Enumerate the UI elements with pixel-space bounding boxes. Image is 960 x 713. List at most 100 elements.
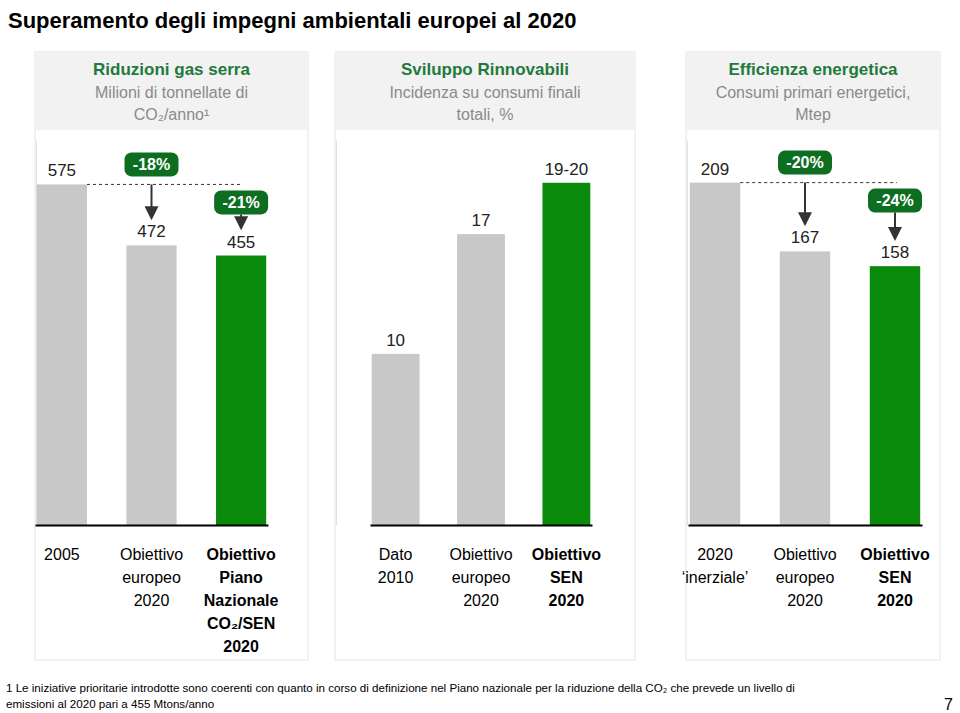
bars	[37, 184, 266, 525]
footnote-line: emissioni al 2020 pari a 455 Mtons/anno	[6, 697, 214, 710]
chart-subtitle-line: Mtep	[795, 106, 831, 123]
x-tick-label: Obiettivo SEN 2020	[860, 546, 930, 609]
x-tick-label: ObiettivoSEN2020	[532, 546, 602, 609]
x-tick-label: Obiettivoeuropeo2020	[773, 546, 836, 609]
x-tick-label-line: 2010	[378, 569, 414, 586]
y-axis	[336, 141, 337, 526]
x-axis-line	[36, 525, 269, 527]
chart-subtitle: Milioni di tonnellate di CO₂/anno¹	[95, 84, 248, 123]
x-tick-label-line: Obiettivo	[120, 546, 183, 563]
x-tick-label-line: 2020	[134, 592, 170, 609]
x-tick: ObiettivoSEN2020	[532, 525, 602, 609]
data-label: 19-20	[545, 160, 588, 179]
x-tick-label-line: Nazionale	[204, 592, 279, 609]
bar	[870, 266, 920, 525]
annotation-arrow	[240, 214, 242, 227]
panel-border	[35, 52, 308, 660]
x-tick: Obiettivo europeo 2020	[120, 525, 183, 609]
data-label: 158	[881, 243, 909, 262]
x-tick-label-line: Dato	[379, 546, 413, 563]
annotation-box	[868, 189, 922, 213]
x-axis-line	[371, 525, 593, 527]
panel-header	[35, 52, 308, 130]
bars	[372, 183, 591, 525]
y-axis-line	[336, 141, 337, 526]
chart-panel: Sviluppo RinnovabiliIncidenza su consumi…	[335, 52, 635, 660]
x-axis: 2020‘inerziale’Obiettivoeuropeo2020Obiet…	[682, 525, 930, 609]
x-tick: 2020‘inerziale’	[682, 525, 749, 586]
x-tick-label-line: CO₂/SEN	[207, 615, 275, 632]
x-tick-label-line: 2020	[223, 638, 259, 655]
x-tick-label: Obiettivo europeo 2020	[120, 546, 183, 609]
x-tick-label-line: Obiettivo	[206, 546, 276, 563]
x-tick: 2005	[44, 525, 80, 563]
y-axis	[687, 141, 688, 526]
x-tick-label-line: 2020	[463, 592, 499, 609]
annotation-box	[214, 190, 268, 214]
x-tick-label-line: Piano	[219, 569, 263, 586]
annotation-box	[125, 152, 179, 176]
data-label: 167	[791, 228, 819, 247]
bar	[37, 184, 87, 525]
chart-title: Riduzioni gas serra	[93, 60, 250, 79]
x-tick: Obiettivo SEN 2020	[860, 525, 930, 609]
x-tick-label-line: 2020	[877, 592, 913, 609]
chart-subtitle: Incidenza su consumi finali totali, %	[389, 84, 580, 123]
chart-subtitle-line: Incidenza su consumi finali	[389, 84, 580, 101]
x-tick-label-line: europeo	[122, 569, 181, 586]
reference-line	[87, 184, 243, 185]
panel-header	[686, 52, 940, 130]
chart-panel: Riduzioni gas serra Milioni di tonnellate…	[35, 52, 308, 660]
bar	[780, 251, 830, 525]
chart-subtitle: Consumi primari energetici,Mtep	[716, 84, 911, 123]
footnote-line: 1 Le iniziative prioritarie introdotte s…	[6, 681, 795, 694]
x-tick: Obiettivoeuropeo2020	[449, 525, 512, 609]
data-label: 10	[386, 331, 405, 350]
annotation-text: -21%	[222, 194, 259, 211]
reference-line	[740, 182, 897, 183]
footnote: 1 Le iniziative prioritarie introdotte s…	[6, 681, 795, 710]
x-tick: Obiettivo Piano Nazionale CO₂/SEN 2020	[204, 525, 279, 655]
x-tick-label: 2005	[44, 546, 80, 563]
x-tick-label-line: SEN	[879, 569, 912, 586]
x-axis-line	[689, 525, 923, 527]
slide: Superamento degli impegni ambientali eur…	[0, 0, 960, 713]
annotation-arrow	[151, 184, 153, 217]
x-tick-label: Dato 2010	[378, 546, 414, 586]
x-tick-label-line: Obiettivo	[860, 546, 930, 563]
bar	[372, 354, 420, 525]
annotation-text: -24%	[876, 192, 913, 209]
chart-subtitle-line: CO₂/anno¹	[134, 106, 210, 123]
annotation-text: -20%	[786, 154, 823, 171]
x-tick-label: Obiettivoeuropeo2020	[449, 546, 512, 609]
panel-border	[335, 52, 635, 660]
data-label: 472	[137, 222, 165, 241]
bars	[690, 183, 920, 525]
chart-subtitle-line: Milioni di tonnellate di	[95, 84, 248, 101]
bar	[690, 183, 740, 525]
x-tick: Obiettivoeuropeo2020	[773, 525, 836, 609]
x-tick-label-line: europeo	[452, 569, 511, 586]
chart-subtitle-line: totali, %	[457, 106, 514, 123]
data-label: 17	[472, 211, 491, 230]
x-tick-label: 2020‘inerziale’	[682, 546, 749, 586]
bar	[542, 183, 590, 525]
data-label: 575	[48, 161, 76, 180]
x-tick: Dato 2010	[378, 525, 414, 586]
x-tick-label-line: 2020	[787, 592, 823, 609]
annotation-arrow	[894, 213, 896, 239]
x-tick-label-line: 2020	[549, 592, 585, 609]
data-label: 455	[227, 233, 255, 252]
bar	[457, 234, 505, 525]
x-tick-label-line: Obiettivo	[532, 546, 602, 563]
page-title: Superamento degli impegni ambientali eur…	[8, 8, 577, 33]
bar	[126, 245, 176, 525]
bar	[216, 256, 266, 526]
x-tick-label-line: Obiettivo	[773, 546, 836, 563]
x-axis: Dato2010Obiettivoeuropeo2020ObiettivoSEN…	[371, 525, 602, 609]
annotation-box	[778, 151, 832, 175]
annotation-text: -18%	[133, 156, 170, 173]
y-axis-line	[687, 141, 688, 526]
annotation-arrow	[804, 183, 806, 224]
x-tick-label-line: ‘inerziale’	[682, 569, 749, 586]
